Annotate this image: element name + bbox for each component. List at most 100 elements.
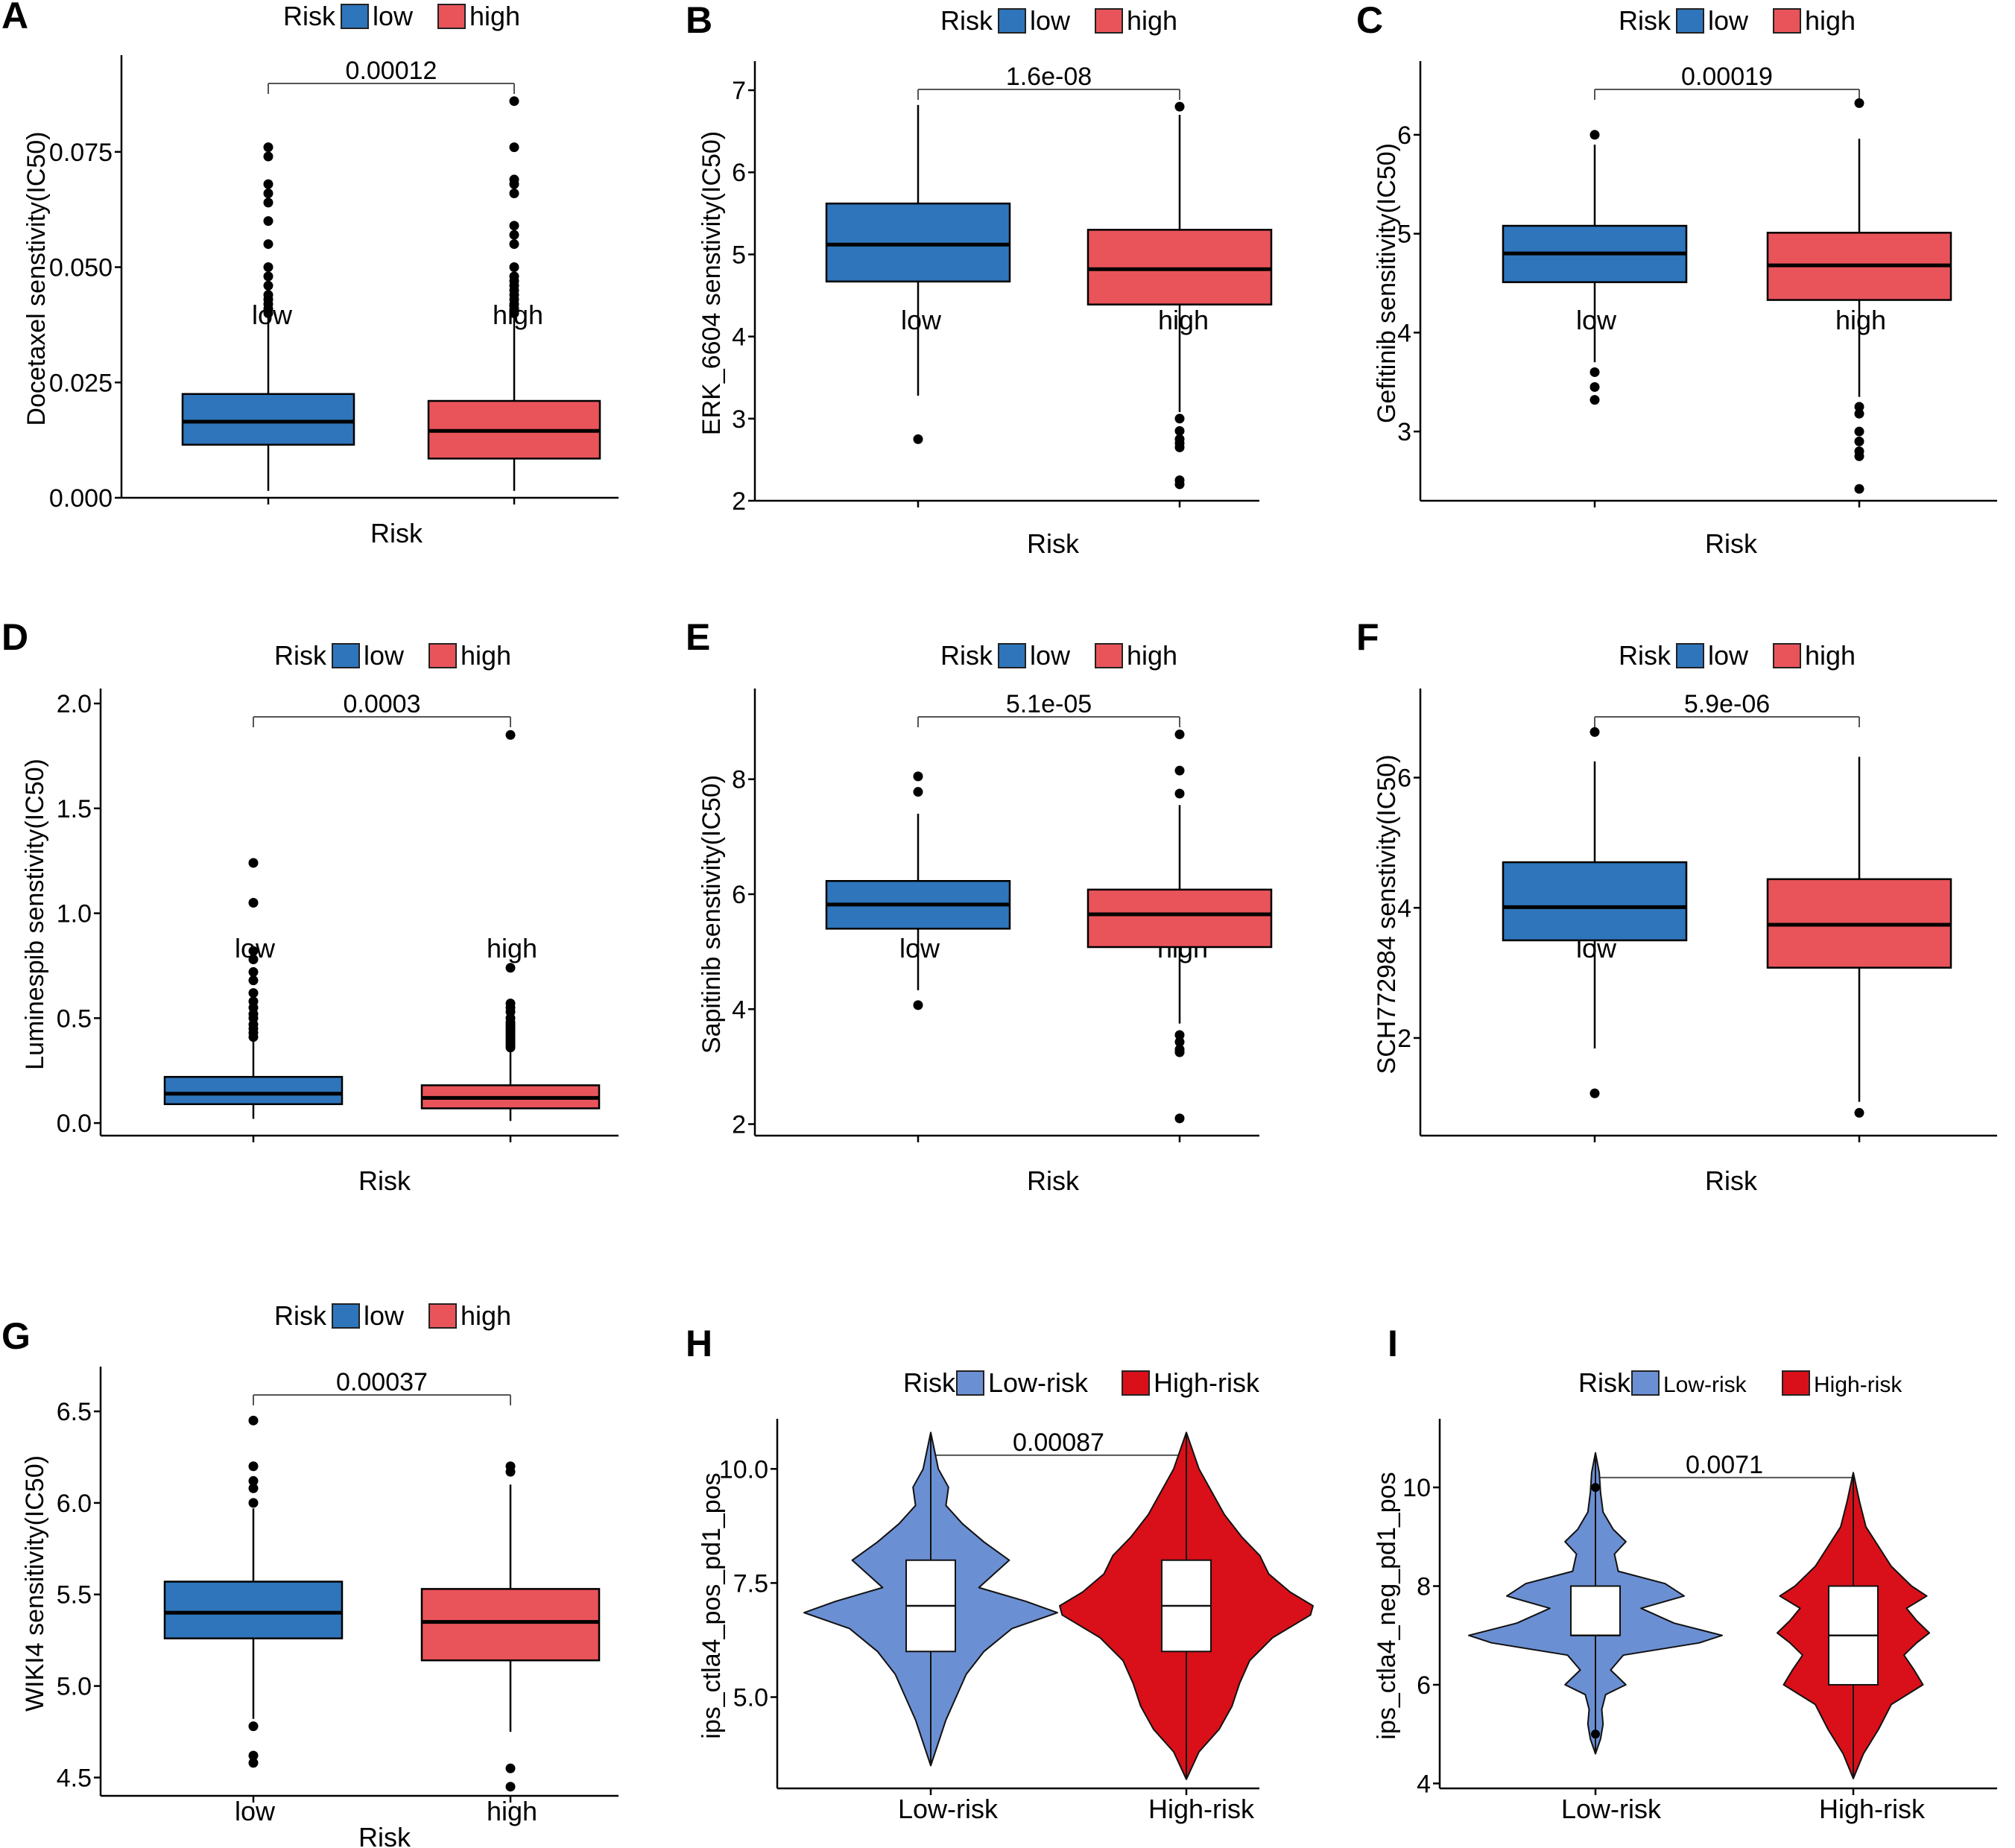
legend-label-high: high xyxy=(1127,5,1177,36)
x-axis-label: Risk xyxy=(358,1822,411,1848)
x-tick-label: high xyxy=(1835,305,1886,335)
outlier-point xyxy=(1589,727,1600,737)
box-low xyxy=(1502,130,1688,405)
box-iqr xyxy=(1086,229,1273,306)
legend-swatch-high xyxy=(1095,643,1123,668)
legend-title: Risk xyxy=(1578,1367,1631,1398)
outlier-point xyxy=(248,1498,259,1508)
p-value-label: 1.6e-08 xyxy=(1006,63,1092,91)
legend-swatch-low xyxy=(1631,1370,1660,1396)
significance-bracket: 0.00019 xyxy=(1594,63,1860,100)
y-tick-label: 7.5 xyxy=(733,1569,768,1598)
y-tick-label: 8 xyxy=(732,766,746,794)
outlier-point xyxy=(263,197,273,208)
outlier-point xyxy=(509,262,519,273)
y-tick-label: 7 xyxy=(732,77,746,105)
y-tick-label: 8 xyxy=(1417,1573,1431,1601)
outlier-point xyxy=(248,1461,259,1472)
legend-swatch-low xyxy=(332,1303,360,1329)
outlier-point xyxy=(1591,1483,1600,1493)
outlier-point xyxy=(263,188,273,198)
box-iqr xyxy=(1086,888,1273,949)
outlier-point xyxy=(248,975,259,986)
outlier-point xyxy=(248,1475,259,1486)
outlier-point xyxy=(1589,1088,1600,1098)
legend-label-low: low xyxy=(1708,5,1749,36)
y-tick-label: 6 xyxy=(732,159,746,187)
violin-low-risk xyxy=(1468,1452,1723,1755)
outlier-point xyxy=(248,1415,259,1425)
y-tick-label: 4 xyxy=(1417,1770,1431,1798)
outlier-point xyxy=(509,271,519,282)
y-tick-label: 6 xyxy=(1417,1671,1431,1700)
legend-swatch-high xyxy=(1773,643,1801,668)
legend-label-low: low xyxy=(364,1300,405,1331)
legend: Risk low high xyxy=(940,5,1177,36)
p-value-label: 0.00037 xyxy=(336,1368,428,1396)
legend: Risk low high xyxy=(940,640,1177,671)
outlier-point xyxy=(509,96,519,107)
legend-swatch-low xyxy=(956,1370,984,1396)
legend-label-low: low xyxy=(1030,5,1071,36)
panel-letter: F xyxy=(1356,616,1379,658)
y-tick-label: 10 xyxy=(1402,1474,1431,1502)
outlier-point xyxy=(1174,425,1185,436)
y-tick-label: 0.000 xyxy=(49,484,113,513)
outlier-point xyxy=(1854,1107,1864,1118)
panel-letter: G xyxy=(1,1315,31,1357)
violin-high-risk xyxy=(1059,1431,1314,1780)
legend: Risk low high xyxy=(1619,640,1856,671)
significance-bracket: 5.1e-05 xyxy=(917,690,1180,727)
y-tick-label: 4.5 xyxy=(57,1764,92,1792)
legend-label-high: high xyxy=(469,1,520,31)
box-high xyxy=(1086,730,1273,1124)
legend-swatch-low xyxy=(1676,643,1704,668)
y-axis-label: ips_ctla4_pos_pd1_pos xyxy=(698,1472,726,1738)
legend-label-high: high xyxy=(1127,640,1177,671)
legend-label-high: high xyxy=(461,640,511,671)
p-value-label: 0.0071 xyxy=(1686,1451,1763,1479)
outlier-point xyxy=(248,946,259,956)
p-value-label: 0.0003 xyxy=(344,690,421,718)
panel-g: G Risk low high 4.5 5.0 5.5 6.0 6.5 WIKI4 sensiti… xyxy=(1,1300,619,1848)
outlier-point xyxy=(1174,1113,1185,1124)
outlier-point xyxy=(509,142,519,153)
outlier-point xyxy=(1174,788,1185,799)
outlier-point xyxy=(1589,382,1600,392)
legend-swatch-high xyxy=(1773,8,1801,34)
outlier-point xyxy=(505,1782,516,1792)
x-axis-label: Risk xyxy=(1705,528,1758,559)
legend-swatch-low xyxy=(341,4,369,29)
outlier-point xyxy=(1854,426,1864,437)
x-axis-label: Risk xyxy=(370,518,423,548)
x-axis-label: Risk xyxy=(1027,528,1080,559)
box-high xyxy=(420,730,601,1121)
outlier-point xyxy=(509,174,519,185)
box-iqr xyxy=(1502,861,1688,942)
box-high xyxy=(420,1461,601,1792)
outlier-point xyxy=(913,771,923,782)
y-axis-label: WIKI4 sensitivity(IC50) xyxy=(21,1455,49,1712)
outlier-point xyxy=(263,151,273,162)
outlier-point xyxy=(248,1758,259,1768)
legend: Risk low high xyxy=(274,1300,511,1331)
outlier-point xyxy=(263,216,273,227)
box-high xyxy=(1086,101,1273,490)
outlier-point xyxy=(248,898,259,908)
x-tick-label: high xyxy=(487,933,537,963)
outlier-point xyxy=(1854,484,1864,494)
outlier-point xyxy=(1589,130,1600,140)
outlier-point xyxy=(263,280,273,291)
p-value-label: 5.9e-06 xyxy=(1684,690,1770,718)
legend-label-low: Low-risk xyxy=(1663,1373,1747,1397)
panel-letter: C xyxy=(1356,0,1383,41)
legend-label-high: high xyxy=(461,1300,511,1331)
legend-title: Risk xyxy=(940,5,993,36)
outlier-point xyxy=(263,142,273,153)
panel-h: H Risk Low-risk High-risk 5.0 7.5 10.0ips_ctla… xyxy=(686,1323,1314,1824)
y-axis-label: ips_ctla4_neg_pd1_pos xyxy=(1373,1472,1401,1739)
legend-swatch-high xyxy=(1095,8,1123,34)
significance-bracket: 0.00087 xyxy=(930,1428,1187,1466)
outlier-point xyxy=(248,988,259,999)
